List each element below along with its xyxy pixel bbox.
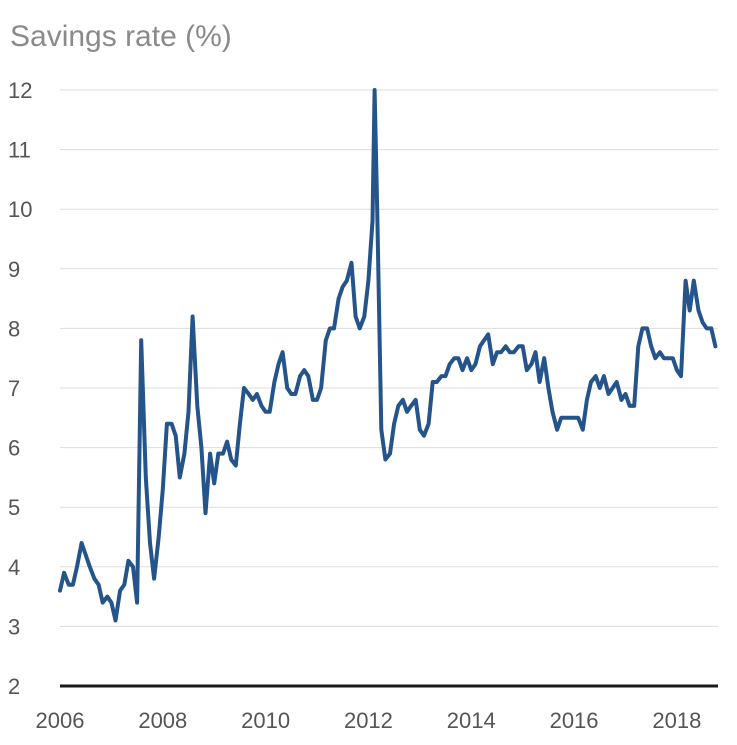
x-tick-label: 2014	[447, 708, 496, 733]
y-tick-label: 6	[8, 436, 20, 461]
x-tick-label: 2016	[550, 708, 599, 733]
series-line-savings-rate	[58, 88, 718, 623]
y-tick-label: 10	[8, 197, 32, 222]
y-tick-label: 12	[8, 78, 32, 103]
x-axis-ticks: 2006 2008 2010 2012 2014 2016 2018	[36, 708, 702, 733]
chart-title: Savings rate (%)	[10, 20, 232, 53]
y-tick-label: 9	[8, 257, 20, 282]
y-tick-label: 7	[8, 376, 20, 401]
x-tick-label: 2018	[652, 708, 701, 733]
gridlines	[60, 89, 718, 627]
y-tick-label: 3	[8, 614, 20, 639]
x-tick-label: 2006	[36, 708, 85, 733]
y-tick-label: 11	[8, 138, 31, 163]
x-tick-label: 2012	[344, 708, 393, 733]
x-tick-label: 2008	[138, 708, 187, 733]
y-tick-label: 4	[8, 555, 20, 580]
y-tick-label: 2	[8, 674, 20, 699]
y-tick-label: 8	[8, 316, 20, 341]
y-tick-label: 5	[8, 495, 20, 520]
y-axis-ticks: 2 3 4 5 6 7 8 9 10 11 12	[8, 78, 32, 699]
x-tick-label: 2010	[241, 708, 290, 733]
